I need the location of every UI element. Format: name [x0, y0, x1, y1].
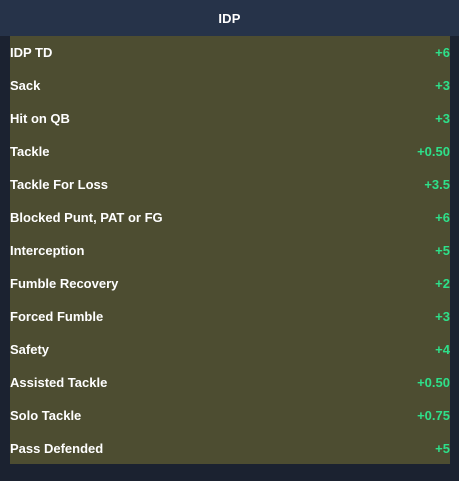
row-label: Assisted Tackle	[10, 375, 108, 390]
row-value: +0.50	[417, 144, 450, 159]
table-row: IDP TD +6	[10, 36, 450, 69]
left-gutter	[0, 36, 10, 464]
row-label: IDP TD	[10, 45, 53, 60]
row-label: Pass Defended	[10, 441, 104, 456]
bottom-gutter	[0, 464, 459, 481]
row-value: +2	[435, 276, 450, 291]
row-label: Fumble Recovery	[10, 276, 119, 291]
table-row: Tackle For Loss +3.5	[10, 168, 450, 201]
row-label: Tackle For Loss	[10, 177, 109, 192]
table-row: Forced Fumble +3	[10, 300, 450, 333]
row-value: +5	[435, 441, 450, 456]
table-row: Interception +5	[10, 234, 450, 267]
table-row: Assisted Tackle +0.50	[10, 366, 450, 399]
row-value: +3	[435, 309, 450, 324]
row-label: Sack	[10, 78, 41, 93]
table-row: Hit on QB +3	[10, 102, 450, 135]
row-label: Forced Fumble	[10, 309, 104, 324]
row-value: +3	[435, 78, 450, 93]
panel-header: IDP	[0, 0, 459, 36]
panel-title: IDP	[218, 10, 241, 26]
table-row: Solo Tackle +0.75	[10, 399, 450, 432]
row-value: +3	[435, 111, 450, 126]
table-row: Blocked Punt, PAT or FG +6	[10, 201, 450, 234]
row-value: +0.75	[417, 408, 450, 423]
table-row: Fumble Recovery +2	[10, 267, 450, 300]
row-value: +5	[435, 243, 450, 258]
table-row: Tackle +0.50	[10, 135, 450, 168]
row-value: +6	[435, 45, 450, 60]
table-row: Safety +4	[10, 333, 450, 366]
row-label: Safety	[10, 342, 50, 357]
table-row: Pass Defended +5	[10, 432, 450, 465]
scoring-table: IDP TD +6 Sack +3 Hit on QB +3 Tackle +0…	[10, 36, 450, 464]
row-value: +6	[435, 210, 450, 225]
row-value: +3.5	[424, 177, 450, 192]
row-value: +0.50	[417, 375, 450, 390]
right-gutter	[450, 36, 459, 464]
row-label: Hit on QB	[10, 111, 70, 126]
row-label: Tackle	[10, 144, 50, 159]
row-label: Interception	[10, 243, 85, 258]
row-label: Solo Tackle	[10, 408, 82, 423]
row-label: Blocked Punt, PAT or FG	[10, 210, 163, 225]
table-row: Sack +3	[10, 69, 450, 102]
row-value: +4	[435, 342, 450, 357]
